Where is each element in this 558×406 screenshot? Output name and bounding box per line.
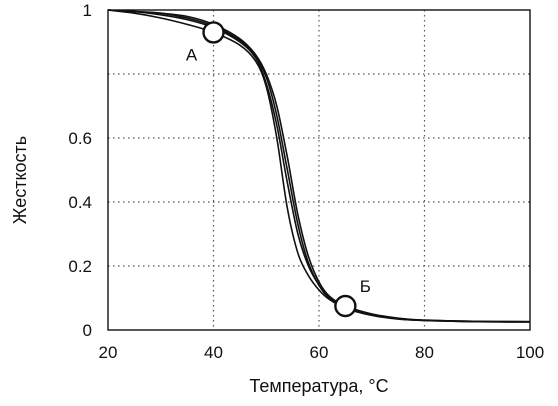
y-tick-labels: 0 0.2 0.4 0.6 1 [68,1,92,340]
annotation-label-a: А [186,45,198,64]
y-tick-label: 1 [83,1,92,20]
x-tick-label: 80 [415,343,434,362]
y-tick-label: 0 [83,321,92,340]
annotation-label-b: Б [360,277,371,296]
x-tick-label: 40 [204,343,223,362]
plot-frame [107,9,531,331]
x-tick-label: 20 [99,343,118,362]
x-tick-labels: 20 40 60 80 100 [99,343,545,362]
marker-b [334,294,357,318]
y-tick-label: 0.2 [68,257,92,276]
series-line-3 [107,9,531,323]
marker-a [202,21,225,44]
x-axis-title: Температура, °C [249,376,388,396]
x-tick-label: 60 [310,343,329,362]
x-tick-label: 100 [516,343,544,362]
markers: АБ [186,21,371,318]
y-tick-label: 0.6 [68,129,92,148]
y-axis-title: Жесткость [10,136,30,224]
y-tick-label: 0.4 [68,193,92,212]
grid [108,10,530,330]
curves [107,9,531,323]
